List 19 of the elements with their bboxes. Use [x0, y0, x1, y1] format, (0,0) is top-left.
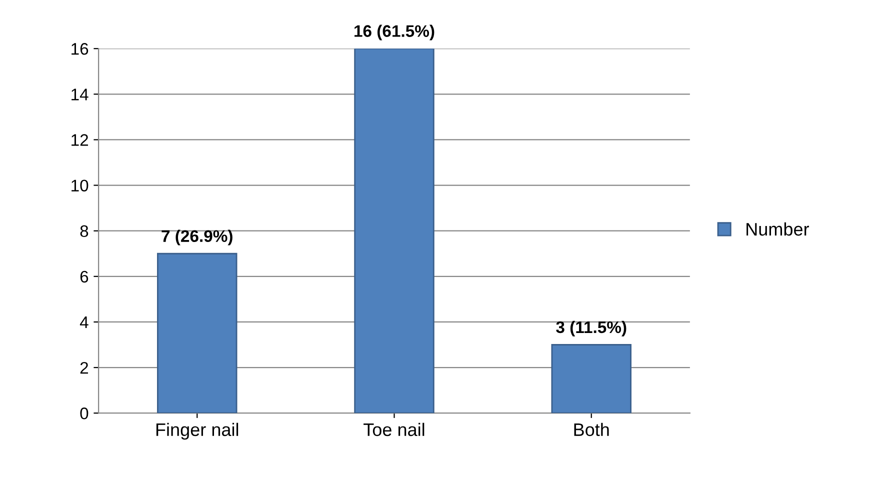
data-label: 16 (61.5%) — [354, 24, 434, 40]
y-tick-label: 4 — [80, 316, 88, 328]
bar — [551, 344, 632, 414]
x-tick-label: Both — [574, 422, 609, 436]
data-label: 3 (11.5%) — [556, 320, 626, 336]
data-label: 7 (26.9%) — [162, 230, 232, 246]
y-tick-label: 0 — [80, 408, 88, 420]
y-tick-label: 14 — [72, 88, 88, 100]
bar — [354, 48, 434, 414]
y-tick-label: 8 — [80, 225, 88, 238]
y-tick-label: 12 — [72, 134, 88, 146]
y-tick-label: 10 — [72, 180, 88, 192]
x-tick-label: Toe nail — [364, 422, 424, 436]
y-tick-label: 2 — [80, 362, 88, 374]
legend-label: Number — [746, 222, 809, 236]
y-tick-label: 6 — [80, 270, 88, 283]
y-tick-label: 16 — [72, 43, 88, 55]
bar — [157, 252, 238, 414]
x-tick-label: Finger nail — [156, 422, 238, 440]
